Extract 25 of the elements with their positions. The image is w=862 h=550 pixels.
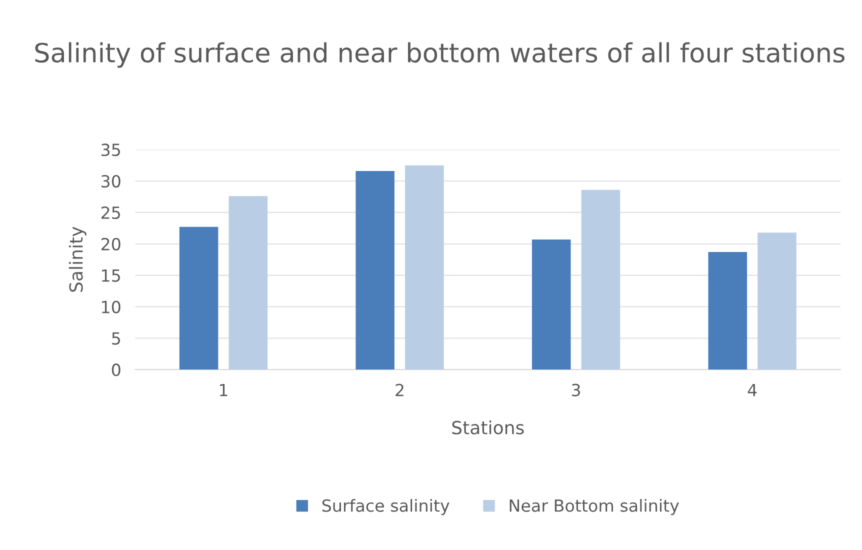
y-tick-label: 15 (102, 269, 120, 282)
y-tick-label: 35 (102, 144, 120, 156)
x-axis-title: Stations (452, 420, 524, 434)
bar (356, 170, 394, 370)
x-tick-label: 2 (396, 384, 404, 396)
chart-title: Salinity of surface and near bottom waters of all four stations (35, 42, 844, 68)
x-tick-label: 1 (220, 384, 228, 396)
bar (581, 190, 620, 370)
x-tick-label: 4 (748, 384, 757, 396)
y-tick-label: 20 (101, 238, 120, 250)
bar (179, 226, 218, 370)
bar (758, 232, 796, 370)
bar (708, 252, 748, 370)
y-tick-label: 30 (102, 174, 120, 188)
x-tick-label: 3 (572, 384, 580, 396)
bar (532, 239, 571, 370)
bar (228, 196, 268, 370)
y-tick-label: 0 (112, 364, 120, 376)
y-tick-label: 25 (101, 206, 120, 220)
y-tick-label: 10 (102, 300, 120, 314)
bar (405, 165, 444, 370)
y-tick-label: 5 (112, 332, 120, 345)
legend-label: Surface salinity (322, 499, 450, 516)
legend-label: Near Bottom salinity (510, 499, 679, 516)
y-axis-title: Salinity (68, 226, 86, 292)
